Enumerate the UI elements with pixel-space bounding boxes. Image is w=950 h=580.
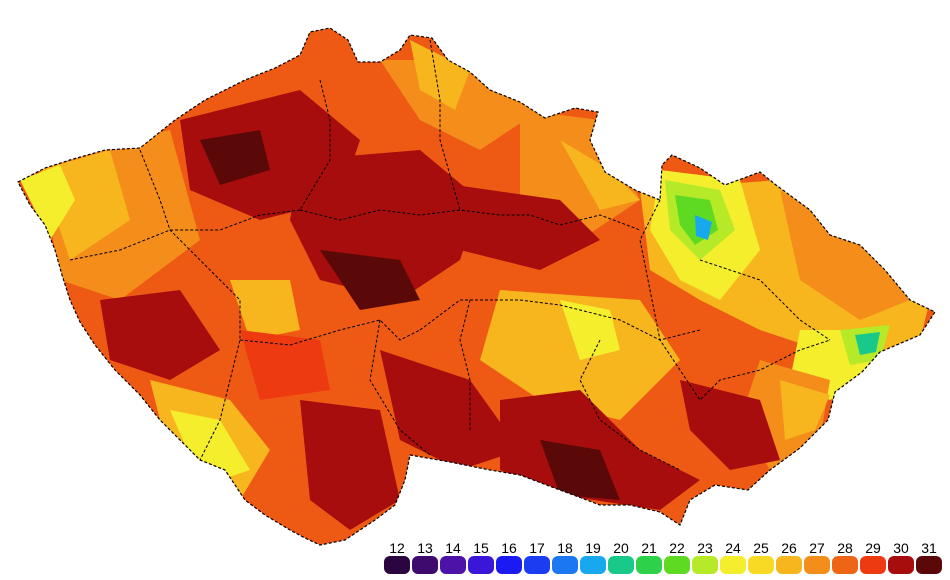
legend-label: 15 [473,540,489,556]
legend-swatch [916,556,942,574]
legend-swatch [496,556,522,574]
legend-label: 23 [697,540,713,556]
legend-label: 16 [501,540,517,556]
legend-swatch [384,556,410,574]
legend-swatch [552,556,578,574]
legend-label: 27 [809,540,825,556]
legend-swatch [580,556,606,574]
legend-label: 30 [893,540,909,556]
legend-label: 19 [585,540,601,556]
legend-swatch [692,556,718,574]
legend-swatch [776,556,802,574]
legend-label: 20 [613,540,629,556]
region-boundaries [69,39,831,471]
legend-label: 21 [641,540,657,556]
legend-swatch [524,556,550,574]
country-border [17,27,936,546]
legend-swatch [720,556,746,574]
legend-label: 14 [445,540,461,556]
legend-swatch [748,556,774,574]
legend-swatch [664,556,690,574]
legend-label: 22 [669,540,685,556]
legend-label: 12 [389,540,405,556]
legend-label: 24 [725,540,741,556]
legend-swatch [636,556,662,574]
legend-label: 18 [557,540,573,556]
legend-label: 26 [781,540,797,556]
legend-swatch [440,556,466,574]
legend-swatch [412,556,438,574]
legend-swatch [888,556,914,574]
legend-swatch [832,556,858,574]
legend-swatch [804,556,830,574]
legend-swatch [468,556,494,574]
legend-swatch [860,556,886,574]
legend-label: 28 [837,540,853,556]
legend-label: 25 [753,540,769,556]
temperature-legend: 12 13 14 15 16 17 18 19 20 21 22 23 24 25 26 27 28 29 30 31 [384,540,946,576]
legend-label: 17 [529,540,545,556]
legend-label: 29 [865,540,881,556]
legend-label: 31 [921,540,937,556]
legend-label: 13 [417,540,433,556]
legend-swatch [608,556,634,574]
